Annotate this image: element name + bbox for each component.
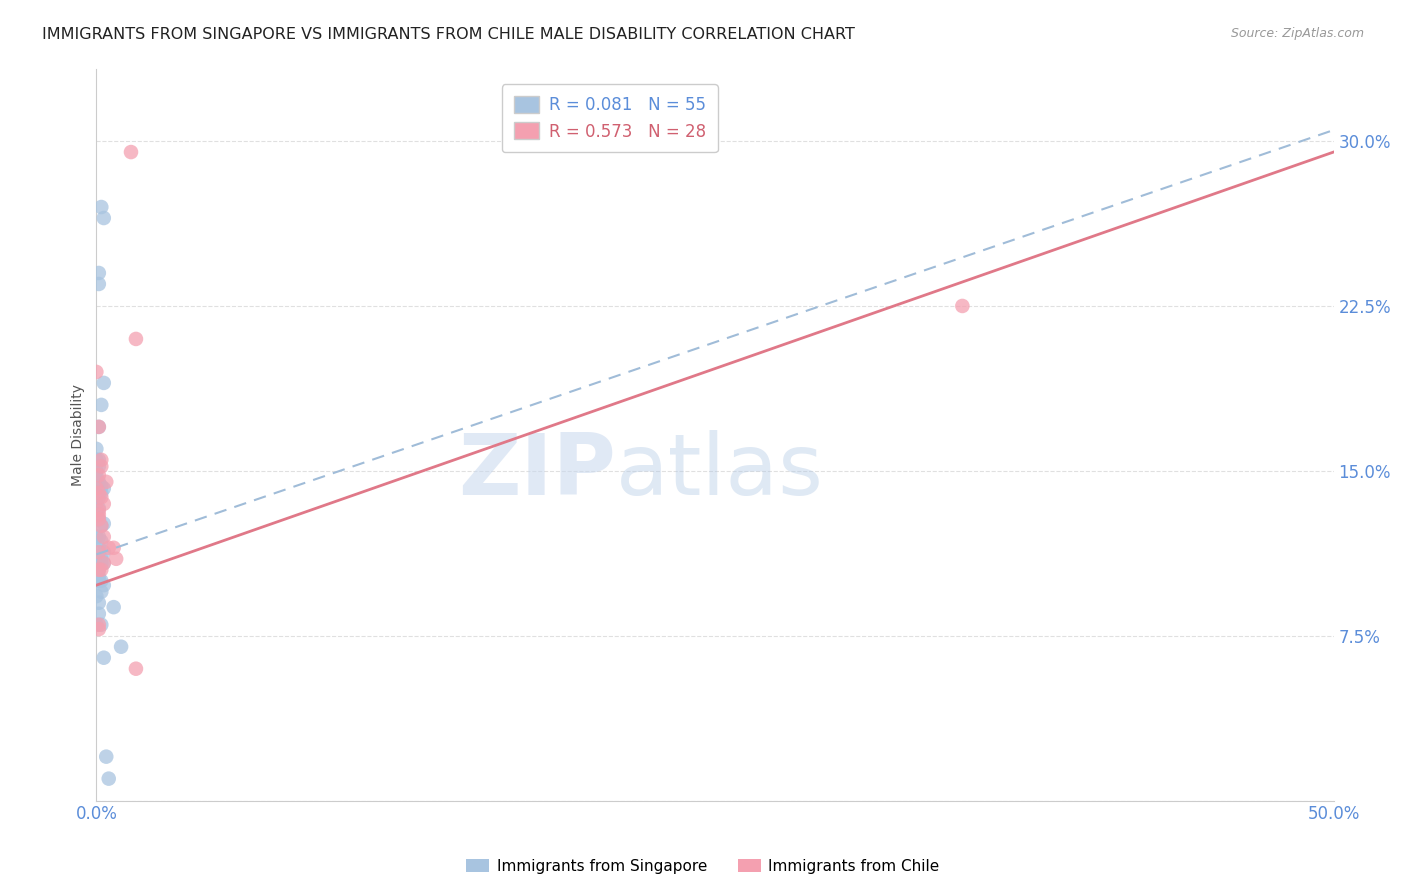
Point <box>86 503 108 517</box>
Point <box>90 518 112 533</box>
Point <box>90 398 112 412</box>
Point <box>87 490 110 504</box>
Point <box>87 453 110 467</box>
Point <box>87 563 110 577</box>
Point <box>90 200 112 214</box>
Point <box>87 468 110 483</box>
Point <box>87 501 110 516</box>
Point <box>93 530 115 544</box>
Point <box>90 551 112 566</box>
Point <box>87 479 110 493</box>
Point <box>93 556 115 570</box>
Y-axis label: Male Disability: Male Disability <box>72 384 86 485</box>
Point <box>125 332 148 346</box>
Point <box>93 516 115 531</box>
Point <box>86 530 108 544</box>
Point <box>90 479 112 493</box>
Point <box>87 475 110 489</box>
Point <box>90 518 112 533</box>
Point <box>90 584 112 599</box>
Point <box>87 545 110 559</box>
Point <box>90 617 112 632</box>
Point <box>87 277 110 291</box>
Point <box>87 541 110 555</box>
Point <box>90 485 112 500</box>
Point <box>87 459 110 474</box>
Point <box>87 530 110 544</box>
Point <box>93 497 115 511</box>
Point <box>90 459 112 474</box>
Point <box>93 578 115 592</box>
Point <box>86 442 108 456</box>
Point <box>90 490 112 504</box>
Legend: Immigrants from Singapore, Immigrants from Chile: Immigrants from Singapore, Immigrants fr… <box>460 853 946 880</box>
Point <box>87 512 110 526</box>
Point <box>86 617 108 632</box>
Point <box>93 556 115 570</box>
Point <box>90 556 112 570</box>
Point <box>87 607 110 621</box>
Point <box>87 266 110 280</box>
Point <box>97 772 120 786</box>
Point <box>103 600 125 615</box>
Point <box>87 485 110 500</box>
Point <box>87 596 110 610</box>
Point <box>87 551 110 566</box>
Point <box>110 640 132 654</box>
Text: atlas: atlas <box>616 430 824 513</box>
Point <box>93 211 115 225</box>
Point <box>87 574 110 588</box>
Point <box>96 475 118 489</box>
Point <box>103 541 125 555</box>
Point <box>105 551 128 566</box>
Point <box>86 464 108 478</box>
Point <box>97 541 120 555</box>
Point <box>86 589 108 603</box>
Point <box>90 453 112 467</box>
Point <box>86 453 108 467</box>
Point <box>86 482 108 496</box>
Point <box>86 479 108 493</box>
Legend: R = 0.081   N = 55, R = 0.573   N = 28: R = 0.081 N = 55, R = 0.573 N = 28 <box>502 84 717 153</box>
Text: ZIP: ZIP <box>458 430 616 513</box>
Point <box>86 365 108 379</box>
Point <box>86 497 108 511</box>
Point <box>120 145 142 159</box>
Point <box>93 650 115 665</box>
Point <box>90 574 112 588</box>
Point <box>87 508 110 522</box>
Point <box>90 534 112 549</box>
Point <box>87 483 110 498</box>
Text: IMMIGRANTS FROM SINGAPORE VS IMMIGRANTS FROM CHILE MALE DISABILITY CORRELATION C: IMMIGRANTS FROM SINGAPORE VS IMMIGRANTS … <box>42 27 855 42</box>
Point <box>87 420 110 434</box>
Point <box>87 512 110 526</box>
Point <box>87 622 110 636</box>
Point <box>87 617 110 632</box>
Point <box>90 563 112 577</box>
Point <box>93 376 115 390</box>
Point <box>86 530 108 544</box>
Point <box>87 420 110 434</box>
Point <box>87 503 110 517</box>
Point <box>86 508 108 522</box>
Point <box>950 299 973 313</box>
Point <box>87 569 110 583</box>
Point <box>125 662 148 676</box>
Point <box>86 468 108 483</box>
Point <box>93 482 115 496</box>
Point <box>87 563 110 577</box>
Point <box>96 749 118 764</box>
Text: Source: ZipAtlas.com: Source: ZipAtlas.com <box>1230 27 1364 40</box>
Point <box>86 563 108 577</box>
Point <box>93 545 115 559</box>
